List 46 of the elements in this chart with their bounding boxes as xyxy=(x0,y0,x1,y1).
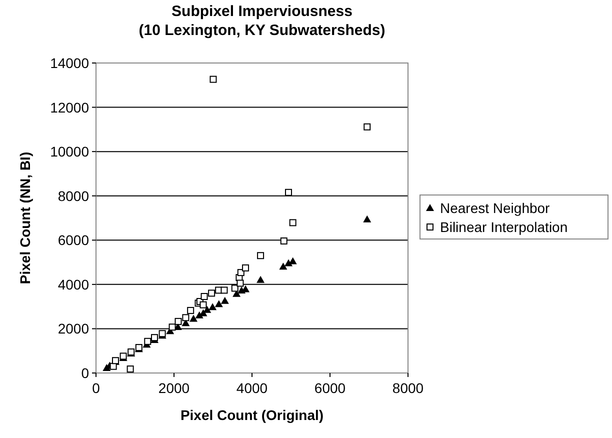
point xyxy=(363,215,372,222)
point xyxy=(182,314,190,322)
point xyxy=(144,338,152,345)
point xyxy=(208,303,217,310)
point xyxy=(256,276,265,283)
y-tick-label: 0 xyxy=(81,365,90,381)
point xyxy=(203,306,212,313)
y-tick-label: 8000 xyxy=(58,188,90,204)
point xyxy=(257,252,264,260)
point xyxy=(220,286,228,294)
chart-title: Subpixel Imperviousness (10 Lexington, KY Subwatersheds) xyxy=(138,3,386,39)
point xyxy=(280,237,288,244)
y-tick-label: 10000 xyxy=(50,144,90,160)
y-tick-label: 6000 xyxy=(58,232,90,248)
x-axis-title: Pixel Count (Original) xyxy=(180,407,324,423)
point xyxy=(364,123,371,130)
y-tick-label: 4000 xyxy=(58,276,90,292)
x-tick-label: 8000 xyxy=(392,380,424,396)
x-tick-label: 6000 xyxy=(314,380,346,396)
y-tick-label: 14000 xyxy=(50,55,90,71)
legend-label: Nearest Neighbor xyxy=(440,200,550,216)
legend-label: Bilinear Interpolation xyxy=(440,219,568,235)
point xyxy=(236,280,244,287)
x-tick-label: 4000 xyxy=(236,380,268,396)
point xyxy=(110,362,117,370)
point xyxy=(208,290,216,297)
y-axis-title: Pixel Count (NN, BI) xyxy=(17,152,33,284)
point xyxy=(289,219,296,226)
point xyxy=(168,324,176,331)
x-tick-label: 2000 xyxy=(158,380,190,396)
point xyxy=(187,306,194,314)
point xyxy=(231,284,238,292)
point xyxy=(200,301,207,308)
point xyxy=(200,292,208,300)
point xyxy=(126,366,134,373)
point xyxy=(174,318,182,325)
point xyxy=(210,76,217,83)
point xyxy=(190,314,198,322)
y-tick-label: 12000 xyxy=(50,99,90,116)
x-tick-label: 0 xyxy=(92,380,100,396)
point xyxy=(220,296,229,304)
y-tick-label: 2000 xyxy=(58,320,90,337)
point xyxy=(285,188,292,196)
point xyxy=(242,264,250,272)
point xyxy=(214,300,223,308)
point xyxy=(279,262,288,270)
